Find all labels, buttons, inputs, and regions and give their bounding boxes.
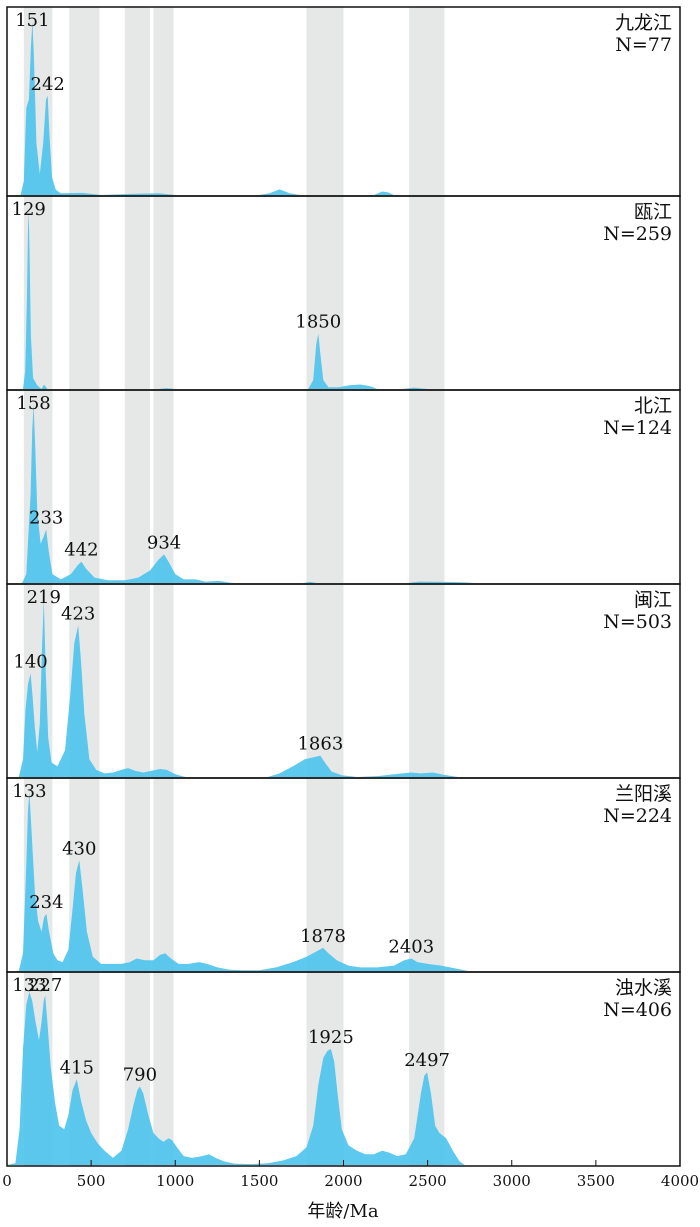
peak-label-1-1: 151 bbox=[15, 10, 49, 31]
peak-label-2-1: 129 bbox=[12, 199, 46, 220]
age-curve-panel-6 bbox=[7, 991, 680, 1165]
x-tick-label-2000: 2000 bbox=[324, 1172, 362, 1190]
panel-title-5: 兰阳溪 bbox=[615, 783, 672, 805]
peak-label-6-5: 1925 bbox=[308, 1027, 354, 1048]
highlight-band-3 bbox=[124, 7, 151, 1166]
highlight-band-1 bbox=[23, 7, 53, 1166]
highlight-band-5 bbox=[306, 7, 344, 1166]
panel-title-6: 浊水溪 bbox=[615, 977, 672, 999]
x-tick-label-2500: 2500 bbox=[409, 1172, 447, 1190]
age-curve-panel-4 bbox=[7, 598, 680, 777]
highlight-band-6 bbox=[409, 7, 445, 1166]
peak-label-6-2: 227 bbox=[28, 975, 62, 996]
peak-label-5-4: 1878 bbox=[300, 926, 346, 947]
x-tick-label-3500: 3500 bbox=[577, 1172, 615, 1190]
peak-label-5-1: 133 bbox=[12, 781, 46, 802]
peak-label-6-4: 790 bbox=[123, 1065, 157, 1086]
peak-label-4-3: 423 bbox=[61, 603, 95, 624]
peak-label-3-3: 442 bbox=[64, 540, 98, 561]
x-tick-label-0: 0 bbox=[2, 1172, 12, 1190]
highlight-band-4 bbox=[153, 7, 174, 1166]
panel-frames bbox=[6, 6, 681, 1167]
x-tick-label-3000: 3000 bbox=[493, 1172, 531, 1190]
panel-title-1: 九龙江 bbox=[615, 12, 672, 34]
panel-title-2: 瓯江 bbox=[634, 201, 672, 223]
highlight-band-2 bbox=[69, 7, 100, 1166]
peak-label-5-3: 430 bbox=[62, 838, 96, 859]
peak-label-4-4: 1863 bbox=[297, 734, 343, 755]
peak-label-1-2: 242 bbox=[31, 74, 65, 95]
panel-count-5: N=224 bbox=[603, 805, 672, 827]
peak-label-5-5: 2403 bbox=[388, 937, 434, 958]
peak-label-6-6: 2497 bbox=[404, 1050, 450, 1071]
age-curve-panel-5 bbox=[7, 792, 680, 971]
peak-label-2-2: 1850 bbox=[295, 312, 341, 333]
panel-title-3: 北江 bbox=[634, 395, 672, 417]
x-axis-title: 年龄/Ma bbox=[307, 1201, 378, 1222]
panel-count-4: N=503 bbox=[603, 611, 672, 633]
panel-count-1: N=77 bbox=[615, 34, 672, 56]
x-tick-label-1000: 1000 bbox=[156, 1172, 194, 1190]
peak-label-3-2: 233 bbox=[29, 508, 63, 529]
peak-label-4-2: 219 bbox=[27, 587, 61, 608]
highlight-bands bbox=[23, 7, 445, 1166]
panel-count-3: N=124 bbox=[603, 417, 672, 439]
peak-label-4-1: 140 bbox=[13, 652, 47, 673]
peak-label-6-1: 133 bbox=[12, 975, 46, 996]
peak-label-5-2: 234 bbox=[29, 892, 63, 913]
peak-label-3-1: 158 bbox=[16, 393, 50, 414]
x-tick-label-1500: 1500 bbox=[240, 1172, 278, 1190]
panel-count-2: N=259 bbox=[603, 223, 672, 245]
x-tick-label-4000: 4000 bbox=[661, 1172, 699, 1190]
peak-label-6-3: 415 bbox=[60, 1057, 94, 1078]
peak-label-3-4: 934 bbox=[147, 532, 181, 553]
panel-count-6: N=406 bbox=[603, 999, 672, 1021]
x-axis: 0 500 1000 1500 2000 2500 3000 3500 4000 bbox=[2, 1160, 699, 1190]
panel-title-4: 闽江 bbox=[634, 589, 672, 611]
panel-curves bbox=[7, 21, 680, 1165]
x-tick-label-500: 500 bbox=[77, 1172, 106, 1190]
